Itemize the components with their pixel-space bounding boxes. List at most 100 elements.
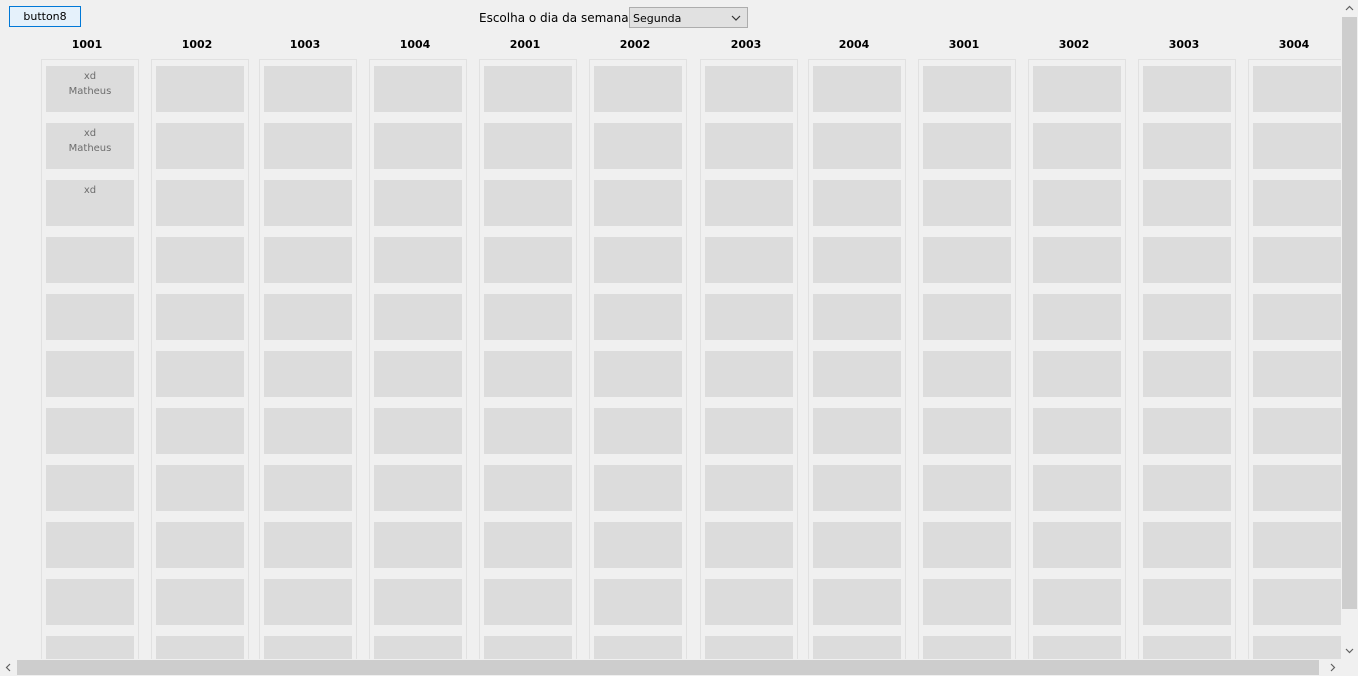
schedule-slot[interactable] (484, 123, 572, 169)
schedule-slot[interactable] (264, 636, 352, 659)
scroll-down-button[interactable] (1341, 642, 1358, 659)
schedule-slot[interactable] (705, 66, 793, 112)
schedule-slot[interactable] (1033, 237, 1121, 283)
schedule-slot[interactable] (46, 351, 134, 397)
schedule-slot[interactable] (1143, 294, 1231, 340)
schedule-slot[interactable] (484, 465, 572, 511)
schedule-slot[interactable] (705, 636, 793, 659)
schedule-slot[interactable] (1253, 180, 1341, 226)
schedule-slot[interactable] (374, 237, 462, 283)
schedule-slot[interactable] (923, 66, 1011, 112)
schedule-slot[interactable] (923, 636, 1011, 659)
schedule-slot[interactable] (484, 636, 572, 659)
schedule-slot[interactable] (1033, 408, 1121, 454)
schedule-slot[interactable] (594, 123, 682, 169)
scroll-up-button[interactable] (1341, 0, 1358, 17)
schedule-slot[interactable] (705, 294, 793, 340)
schedule-slot[interactable] (156, 351, 244, 397)
schedule-slot[interactable] (1253, 522, 1341, 568)
schedule-slot[interactable] (1143, 408, 1231, 454)
schedule-slot[interactable] (923, 522, 1011, 568)
schedule-slot[interactable] (813, 579, 901, 625)
schedule-slot[interactable] (484, 351, 572, 397)
schedule-slot[interactable] (1143, 636, 1231, 659)
schedule-slot[interactable] (156, 294, 244, 340)
schedule-slot[interactable] (594, 66, 682, 112)
schedule-slot[interactable] (1033, 465, 1121, 511)
schedule-slot[interactable] (923, 408, 1011, 454)
schedule-slot[interactable] (484, 294, 572, 340)
schedule-slot[interactable] (813, 66, 901, 112)
schedule-slot[interactable] (1253, 294, 1341, 340)
schedule-slot[interactable] (594, 237, 682, 283)
schedule-slot[interactable] (484, 579, 572, 625)
schedule-slot[interactable] (1143, 351, 1231, 397)
schedule-slot[interactable] (46, 579, 134, 625)
schedule-slot[interactable] (813, 636, 901, 659)
schedule-slot[interactable] (374, 294, 462, 340)
schedule-slot[interactable] (1143, 180, 1231, 226)
schedule-slot[interactable]: xd Matheus (46, 66, 134, 112)
schedule-slot[interactable] (594, 294, 682, 340)
schedule-slot[interactable] (923, 351, 1011, 397)
schedule-slot[interactable] (484, 66, 572, 112)
schedule-slot[interactable] (46, 465, 134, 511)
schedule-slot[interactable] (1033, 66, 1121, 112)
schedule-slot[interactable] (813, 522, 901, 568)
schedule-slot[interactable] (1253, 408, 1341, 454)
schedule-slot[interactable] (705, 579, 793, 625)
schedule-slot[interactable] (264, 180, 352, 226)
button8-button[interactable]: button8 (9, 6, 81, 27)
schedule-slot[interactable] (156, 123, 244, 169)
schedule-slot[interactable] (705, 180, 793, 226)
schedule-slot[interactable] (1143, 66, 1231, 112)
schedule-slot[interactable] (1253, 351, 1341, 397)
schedule-slot[interactable] (374, 351, 462, 397)
schedule-slot[interactable] (1253, 579, 1341, 625)
schedule-slot[interactable] (374, 66, 462, 112)
schedule-slot[interactable] (156, 237, 244, 283)
schedule-slot[interactable] (813, 351, 901, 397)
schedule-slot[interactable]: xd (46, 180, 134, 226)
schedule-slot[interactable] (374, 408, 462, 454)
schedule-slot[interactable] (1253, 66, 1341, 112)
schedule-slot[interactable] (923, 237, 1011, 283)
schedule-slot[interactable] (813, 465, 901, 511)
schedule-slot[interactable] (264, 237, 352, 283)
schedule-slot[interactable] (923, 123, 1011, 169)
schedule-slot[interactable] (1143, 465, 1231, 511)
schedule-slot[interactable] (374, 579, 462, 625)
schedule-slot[interactable] (1033, 294, 1121, 340)
schedule-slot[interactable] (46, 294, 134, 340)
schedule-slot[interactable] (484, 237, 572, 283)
horizontal-scroll-thumb[interactable] (17, 660, 1319, 675)
schedule-slot[interactable] (594, 636, 682, 659)
schedule-slot[interactable] (156, 180, 244, 226)
schedule-slot[interactable] (156, 636, 244, 659)
schedule-slot[interactable] (1253, 123, 1341, 169)
schedule-slot[interactable] (264, 522, 352, 568)
schedule-slot[interactable] (1143, 123, 1231, 169)
schedule-slot[interactable] (156, 579, 244, 625)
schedule-slot[interactable] (705, 408, 793, 454)
schedule-slot[interactable] (923, 180, 1011, 226)
schedule-slot[interactable] (264, 408, 352, 454)
schedule-slot[interactable] (813, 237, 901, 283)
schedule-viewport[interactable]: 1001 xd Matheus xd Matheus xd 1002 1003 1004 2001… (0, 0, 1341, 659)
schedule-slot[interactable] (264, 66, 352, 112)
schedule-slot[interactable] (813, 294, 901, 340)
schedule-slot[interactable] (923, 465, 1011, 511)
schedule-slot[interactable] (705, 465, 793, 511)
day-of-week-select[interactable]: Segunda (629, 7, 748, 28)
schedule-slot[interactable] (156, 66, 244, 112)
schedule-slot[interactable] (594, 408, 682, 454)
schedule-slot[interactable] (264, 579, 352, 625)
schedule-slot[interactable] (1253, 636, 1341, 659)
schedule-slot[interactable] (1143, 579, 1231, 625)
schedule-slot[interactable] (1033, 579, 1121, 625)
schedule-slot[interactable] (46, 408, 134, 454)
schedule-slot[interactable] (594, 180, 682, 226)
schedule-slot[interactable] (264, 294, 352, 340)
schedule-slot[interactable] (46, 237, 134, 283)
schedule-slot[interactable] (1033, 180, 1121, 226)
